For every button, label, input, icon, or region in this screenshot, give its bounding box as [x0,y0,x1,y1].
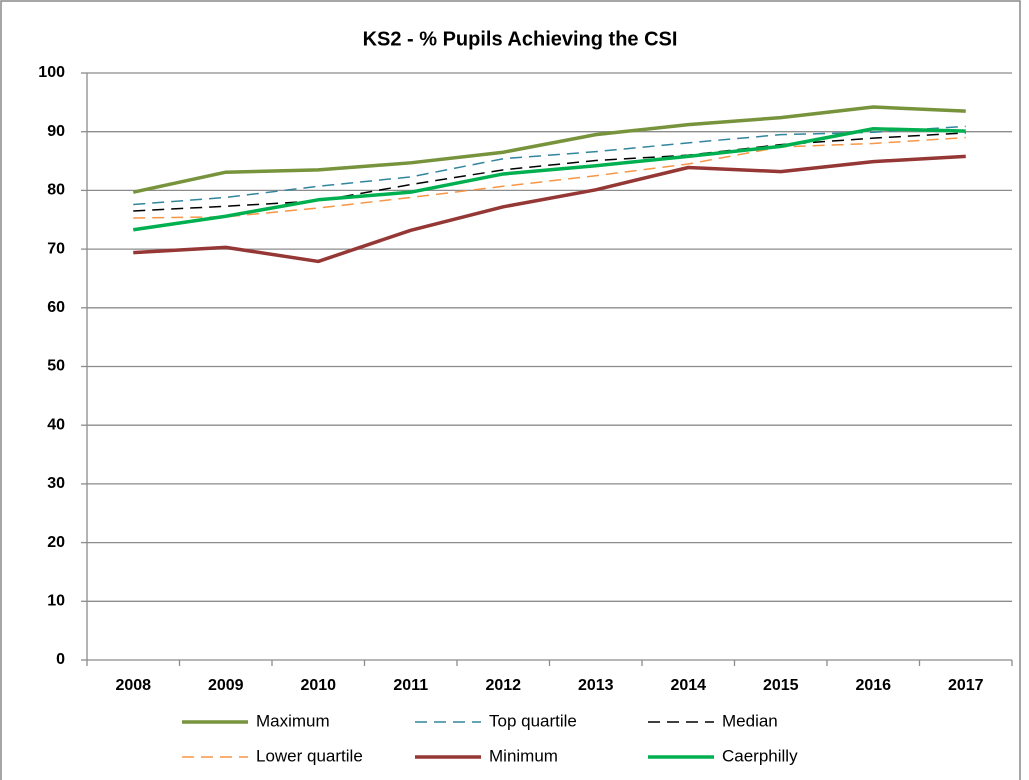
y-tick-label: 50 [47,358,65,375]
x-tick-label: 2010 [300,677,336,694]
legend-label: Maximum [256,711,330,730]
y-tick-label: 60 [47,299,65,316]
series-line [132,127,966,232]
legend-label: Top quartile [489,711,577,730]
x-tick-label: 2014 [670,677,706,694]
y-tick-label: 0 [56,651,65,668]
legend-label: Minimum [489,746,558,765]
x-tick-label: 2008 [115,677,151,694]
legend-label: Lower quartile [256,746,363,765]
x-tick-label: 2016 [855,677,891,694]
y-tick-label: 70 [47,240,65,257]
legend-label: Median [722,711,778,730]
chart-title: KS2 - % Pupils Achieving the CSI [363,28,678,50]
x-tick-label: 2009 [208,677,244,694]
y-tick-label: 80 [47,182,65,199]
x-tick-label: 2012 [485,677,521,694]
y-tick-label: 100 [38,64,65,81]
series-line [132,105,966,194]
x-tick-label: 2017 [948,677,984,694]
series-line [133,154,966,264]
series-line [133,132,966,212]
y-tick-label: 30 [47,475,65,492]
x-tick-label: 2015 [763,677,799,694]
series-line [133,125,966,206]
y-tick-label: 40 [47,416,65,433]
x-tick-label: 2013 [578,677,614,694]
x-tick-label: 2011 [393,677,428,694]
series-line [133,136,966,219]
legend-label: Caerphilly [722,746,798,765]
y-tick-label: 10 [47,593,65,610]
y-tick-label: 90 [47,123,65,140]
y-tick-label: 20 [47,534,65,551]
